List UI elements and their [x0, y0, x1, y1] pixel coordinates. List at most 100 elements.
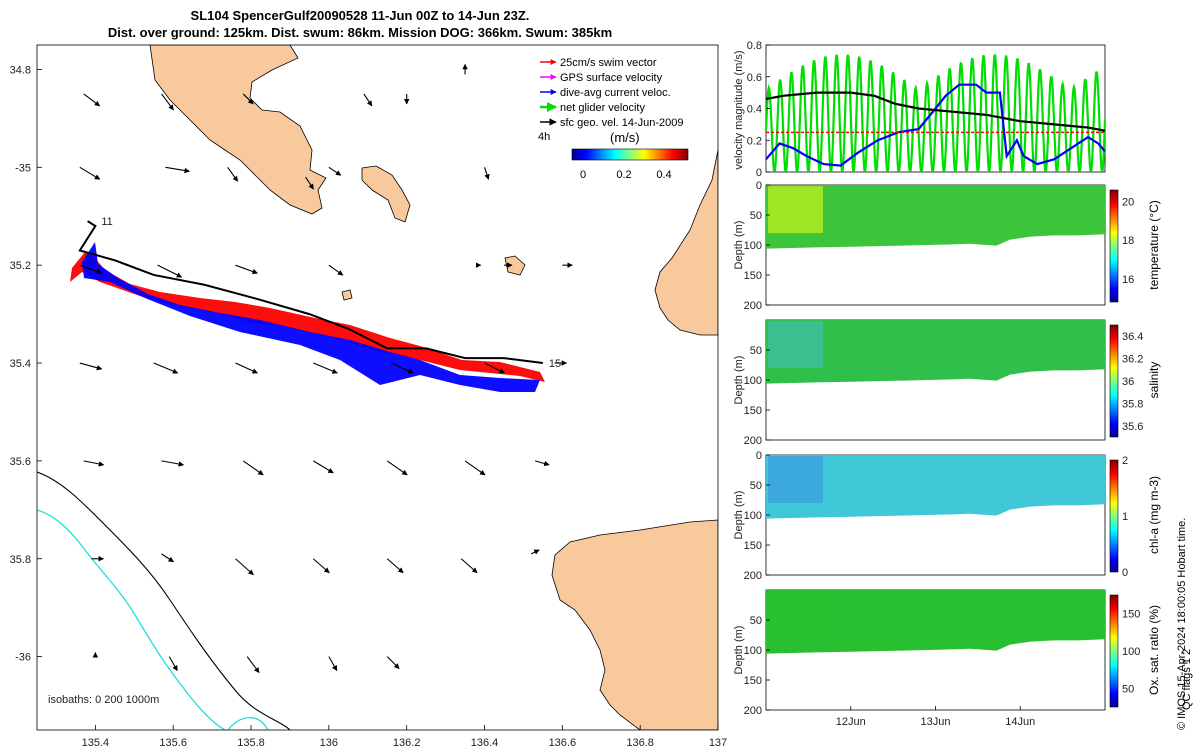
vel-y-tick-label: 0.8	[747, 40, 762, 52]
legend-sfc-label: sfc geo. vel. 14-Jun-2009	[560, 117, 684, 129]
colorbar-label: Ox. sat. ratio (%)	[1147, 605, 1161, 695]
section-y-tick-label: 150	[744, 540, 762, 552]
current-vector	[313, 460, 334, 474]
section-colorbar	[1109, 459, 1119, 573]
colorbar-tick-label: 35.6	[1122, 421, 1143, 433]
section-oxygen: 50 100 150 200 Depth (m) 50 100 150 Ox. sat. rat…	[733, 589, 1161, 728]
qc-note: QC flags 1 2	[1181, 649, 1193, 710]
current-vector	[79, 362, 103, 371]
current-vector	[235, 264, 258, 275]
section-y-tick-label: 150	[744, 405, 762, 417]
map-panel: 135.4 135.6 135.8 136 136.2 136.4 136.6 136.8 13…	[10, 44, 727, 749]
vel-y-tick-label: 0.4	[747, 104, 762, 116]
colorbar-label: salinity	[1147, 362, 1161, 399]
current-vector	[386, 656, 400, 669]
colorbar-tick-label: 36.4	[1122, 331, 1143, 343]
colorbar-tick-label: 18	[1122, 235, 1134, 247]
section-y-tick-label: 100	[744, 240, 762, 252]
current-vector	[79, 166, 101, 180]
track-labels: 11 15	[101, 216, 561, 370]
colorbar-tick-0: 0	[580, 169, 586, 181]
colorbar-tick-label: 36.2	[1122, 354, 1143, 366]
current-vector	[168, 656, 178, 672]
section-y-tick-label: 150	[744, 270, 762, 282]
current-vector	[328, 656, 338, 672]
current-vector	[242, 93, 254, 105]
colorbar-label: chl-a (mg m-3)	[1147, 476, 1161, 554]
current-vector	[161, 93, 174, 111]
gps-surface-line	[766, 91, 1105, 132]
colorbar-tick-label: 150	[1122, 609, 1140, 621]
current-vector	[83, 460, 105, 467]
legend-interval-label: 4h	[538, 131, 550, 143]
current-vector	[460, 558, 478, 574]
current-vector	[165, 166, 190, 174]
section-y-tick-label: 200	[744, 435, 762, 447]
map-x-tick-label: 135.6	[159, 737, 187, 749]
swim-vector-band	[70, 252, 545, 382]
isobath-label: isobaths: 0 200 1000m	[48, 694, 159, 706]
current-vector	[79, 264, 103, 275]
section-fill	[766, 320, 1105, 384]
current-vector	[242, 460, 264, 476]
colorbar-tick-label: 20	[1122, 197, 1134, 209]
current-vector	[328, 166, 342, 176]
velocity-ylabel: velocity magnitude (m/s)	[733, 50, 745, 169]
kangaroo-tail-land	[504, 255, 526, 276]
velocity-colorbar	[571, 148, 689, 161]
track-label: 11	[101, 216, 112, 228]
colorbar-tick-label: 0	[1122, 567, 1128, 579]
colorbar-tick-02: 0.2	[616, 169, 631, 181]
current-vector	[313, 362, 338, 374]
section-y-tick-label: 50	[750, 345, 762, 357]
map-y-tick-label: 35.2	[10, 260, 31, 272]
current-vector	[161, 553, 174, 563]
section-y-tick-label: 50	[750, 615, 762, 627]
map-x-tick-label: 137	[709, 737, 727, 749]
legend-net-label: net glider velocity	[560, 102, 645, 114]
section-anomaly	[768, 456, 823, 503]
section-fill	[766, 185, 1105, 249]
velocity-series	[766, 54, 1105, 172]
current-vector	[483, 167, 490, 180]
section-chl-a: 0 50 100 150 200 Depth (m) 0 1 2 chl-a (mg m-3)	[733, 450, 1161, 582]
map-y-tick-label: 35.8	[10, 554, 31, 566]
current-vector	[246, 656, 260, 674]
map-x-tick-label: 135.4	[82, 737, 110, 749]
current-vector	[161, 460, 185, 467]
colorbar-tick-04: 0.4	[656, 169, 671, 181]
section-anomaly	[768, 321, 823, 368]
map-y-tick-label: 35.4	[10, 358, 31, 370]
section-x-tick-label: 14Jun	[1005, 716, 1035, 728]
current-vector	[235, 558, 254, 576]
map-x-tick-label: 136	[320, 737, 338, 749]
map-y-tick-label: -36	[15, 652, 31, 664]
current-vector	[305, 176, 314, 190]
current-vector	[227, 167, 239, 182]
colorbar-tick-label: 35.8	[1122, 398, 1143, 410]
current-vector	[235, 362, 258, 374]
section-y-tick-label: 150	[744, 675, 762, 687]
current-vector	[157, 264, 183, 278]
vel-y-tick-label: 0.2	[747, 135, 762, 147]
current-vector	[464, 460, 486, 476]
small-island-land	[361, 165, 411, 223]
map-x-tick-label: 136.8	[626, 737, 654, 749]
land-masses	[149, 45, 718, 730]
current-vector	[312, 558, 330, 574]
section-y-tick-label: 100	[744, 510, 762, 522]
map-y-ticks: 34.8 -35 35.2 35.4 35.6 35.8 -36	[10, 64, 42, 664]
colorbar-tick-label: 2	[1122, 455, 1128, 467]
current-vector	[83, 93, 101, 107]
map-y-tick-label: 34.8	[10, 64, 31, 76]
section-x-tick-label: 12Jun	[836, 716, 866, 728]
section-y-tick-label: 200	[744, 300, 762, 312]
map-x-tick-label: 135.8	[237, 737, 265, 749]
map-legend: 25cm/s swim vector GPS surface velocity …	[538, 57, 689, 181]
section-fill	[766, 590, 1105, 654]
current-vector	[390, 362, 414, 374]
map-y-tick-label: 35.6	[10, 456, 31, 468]
colorbar-units-label: (m/s)	[610, 130, 640, 145]
map-x-tick-label: 136.6	[549, 737, 577, 749]
